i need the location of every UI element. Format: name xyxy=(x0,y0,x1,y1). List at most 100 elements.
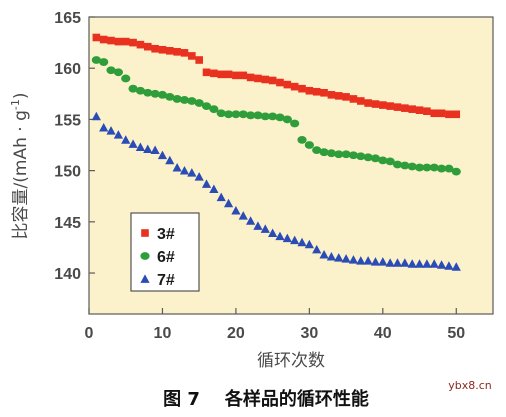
data-point xyxy=(363,153,373,162)
series-2 xyxy=(91,56,461,176)
data-point xyxy=(187,168,197,177)
data-point xyxy=(275,113,285,122)
data-point xyxy=(121,37,130,46)
data-point xyxy=(356,256,366,265)
legend-box xyxy=(130,212,200,292)
y-axis-title-close: ) xyxy=(11,93,31,100)
data-point xyxy=(150,145,160,155)
data-marks xyxy=(91,33,461,271)
data-point xyxy=(114,37,123,46)
data-point xyxy=(392,258,403,267)
data-point xyxy=(135,86,146,95)
data-point xyxy=(429,163,439,172)
data-point xyxy=(143,144,153,154)
data-point xyxy=(188,52,196,60)
data-point xyxy=(429,259,439,268)
data-point xyxy=(246,111,256,120)
figure-caption: 图 7 各样品的循环性能 xyxy=(163,388,369,410)
x-tick-label: 10 xyxy=(154,325,172,342)
data-point xyxy=(305,86,314,95)
y-tick-label: 150 xyxy=(54,164,81,181)
data-point xyxy=(253,221,263,230)
data-point xyxy=(194,99,204,107)
data-point xyxy=(136,40,145,49)
data-point xyxy=(297,237,307,247)
data-point xyxy=(172,162,182,172)
data-point xyxy=(444,164,454,173)
data-point xyxy=(312,87,321,96)
data-point xyxy=(371,100,380,108)
data-point xyxy=(356,97,365,105)
data-point xyxy=(113,68,123,77)
data-point xyxy=(341,150,351,159)
data-point xyxy=(239,71,248,80)
x-tick-label: 30 xyxy=(300,325,318,342)
data-point xyxy=(172,95,182,103)
data-point xyxy=(334,92,343,100)
data-point xyxy=(326,252,336,261)
data-point xyxy=(99,123,109,132)
data-point xyxy=(187,97,197,105)
data-point xyxy=(232,71,240,80)
data-point xyxy=(180,49,189,57)
watermark: ybx8.cn xyxy=(448,379,492,392)
data-point xyxy=(113,130,123,139)
y-tick-label: 155 xyxy=(54,112,81,129)
data-point xyxy=(99,58,109,66)
data-point xyxy=(195,56,203,64)
data-point xyxy=(121,74,131,83)
data-point xyxy=(386,102,394,110)
y-axis-title: 比容量/(mAh · g-1) xyxy=(9,93,31,240)
data-point xyxy=(165,92,175,101)
data-point xyxy=(201,102,212,110)
data-point xyxy=(342,93,350,101)
y-tick-label: 160 xyxy=(54,61,81,78)
data-point xyxy=(151,44,159,53)
data-point xyxy=(238,211,248,220)
legend-label: 7# xyxy=(157,272,175,289)
data-point xyxy=(231,205,241,215)
y-axis: 140 145 150 155 160 165 xyxy=(54,10,95,283)
data-point xyxy=(370,257,381,266)
data-point xyxy=(392,160,403,169)
data-point xyxy=(349,95,358,103)
data-point xyxy=(319,148,329,157)
data-point xyxy=(91,111,101,121)
data-point xyxy=(143,42,152,51)
data-point xyxy=(254,74,262,83)
data-point xyxy=(297,135,307,144)
data-point xyxy=(282,233,292,243)
data-point xyxy=(275,231,285,241)
y-axis-title-superscript: -1 xyxy=(9,99,22,110)
data-point xyxy=(216,192,226,202)
data-point xyxy=(128,84,138,93)
x-axis-title: 循环次数 xyxy=(257,351,325,371)
x-tick-label: 0 xyxy=(85,325,94,342)
data-point xyxy=(216,109,226,118)
data-point xyxy=(422,163,432,172)
data-point xyxy=(393,103,402,111)
data-point xyxy=(356,152,366,161)
data-point xyxy=(106,126,116,135)
data-point xyxy=(363,256,373,265)
data-point xyxy=(298,84,306,93)
data-point xyxy=(202,68,211,77)
data-point xyxy=(238,110,248,119)
data-point xyxy=(385,258,395,267)
y-axis-title-main: 比容量/(mAh · g xyxy=(11,110,31,239)
data-point xyxy=(451,262,461,271)
x-tick-label: 20 xyxy=(227,325,245,342)
data-point xyxy=(348,255,359,264)
data-point xyxy=(129,38,137,47)
data-point xyxy=(128,139,138,148)
data-point xyxy=(378,156,388,165)
data-point xyxy=(121,135,131,144)
data-point xyxy=(304,141,314,149)
x-tick-label: 40 xyxy=(374,325,392,342)
y-tick-label: 165 xyxy=(54,10,81,27)
data-point xyxy=(217,70,226,79)
data-point xyxy=(231,110,241,119)
data-point xyxy=(92,33,101,42)
data-point xyxy=(166,46,174,55)
